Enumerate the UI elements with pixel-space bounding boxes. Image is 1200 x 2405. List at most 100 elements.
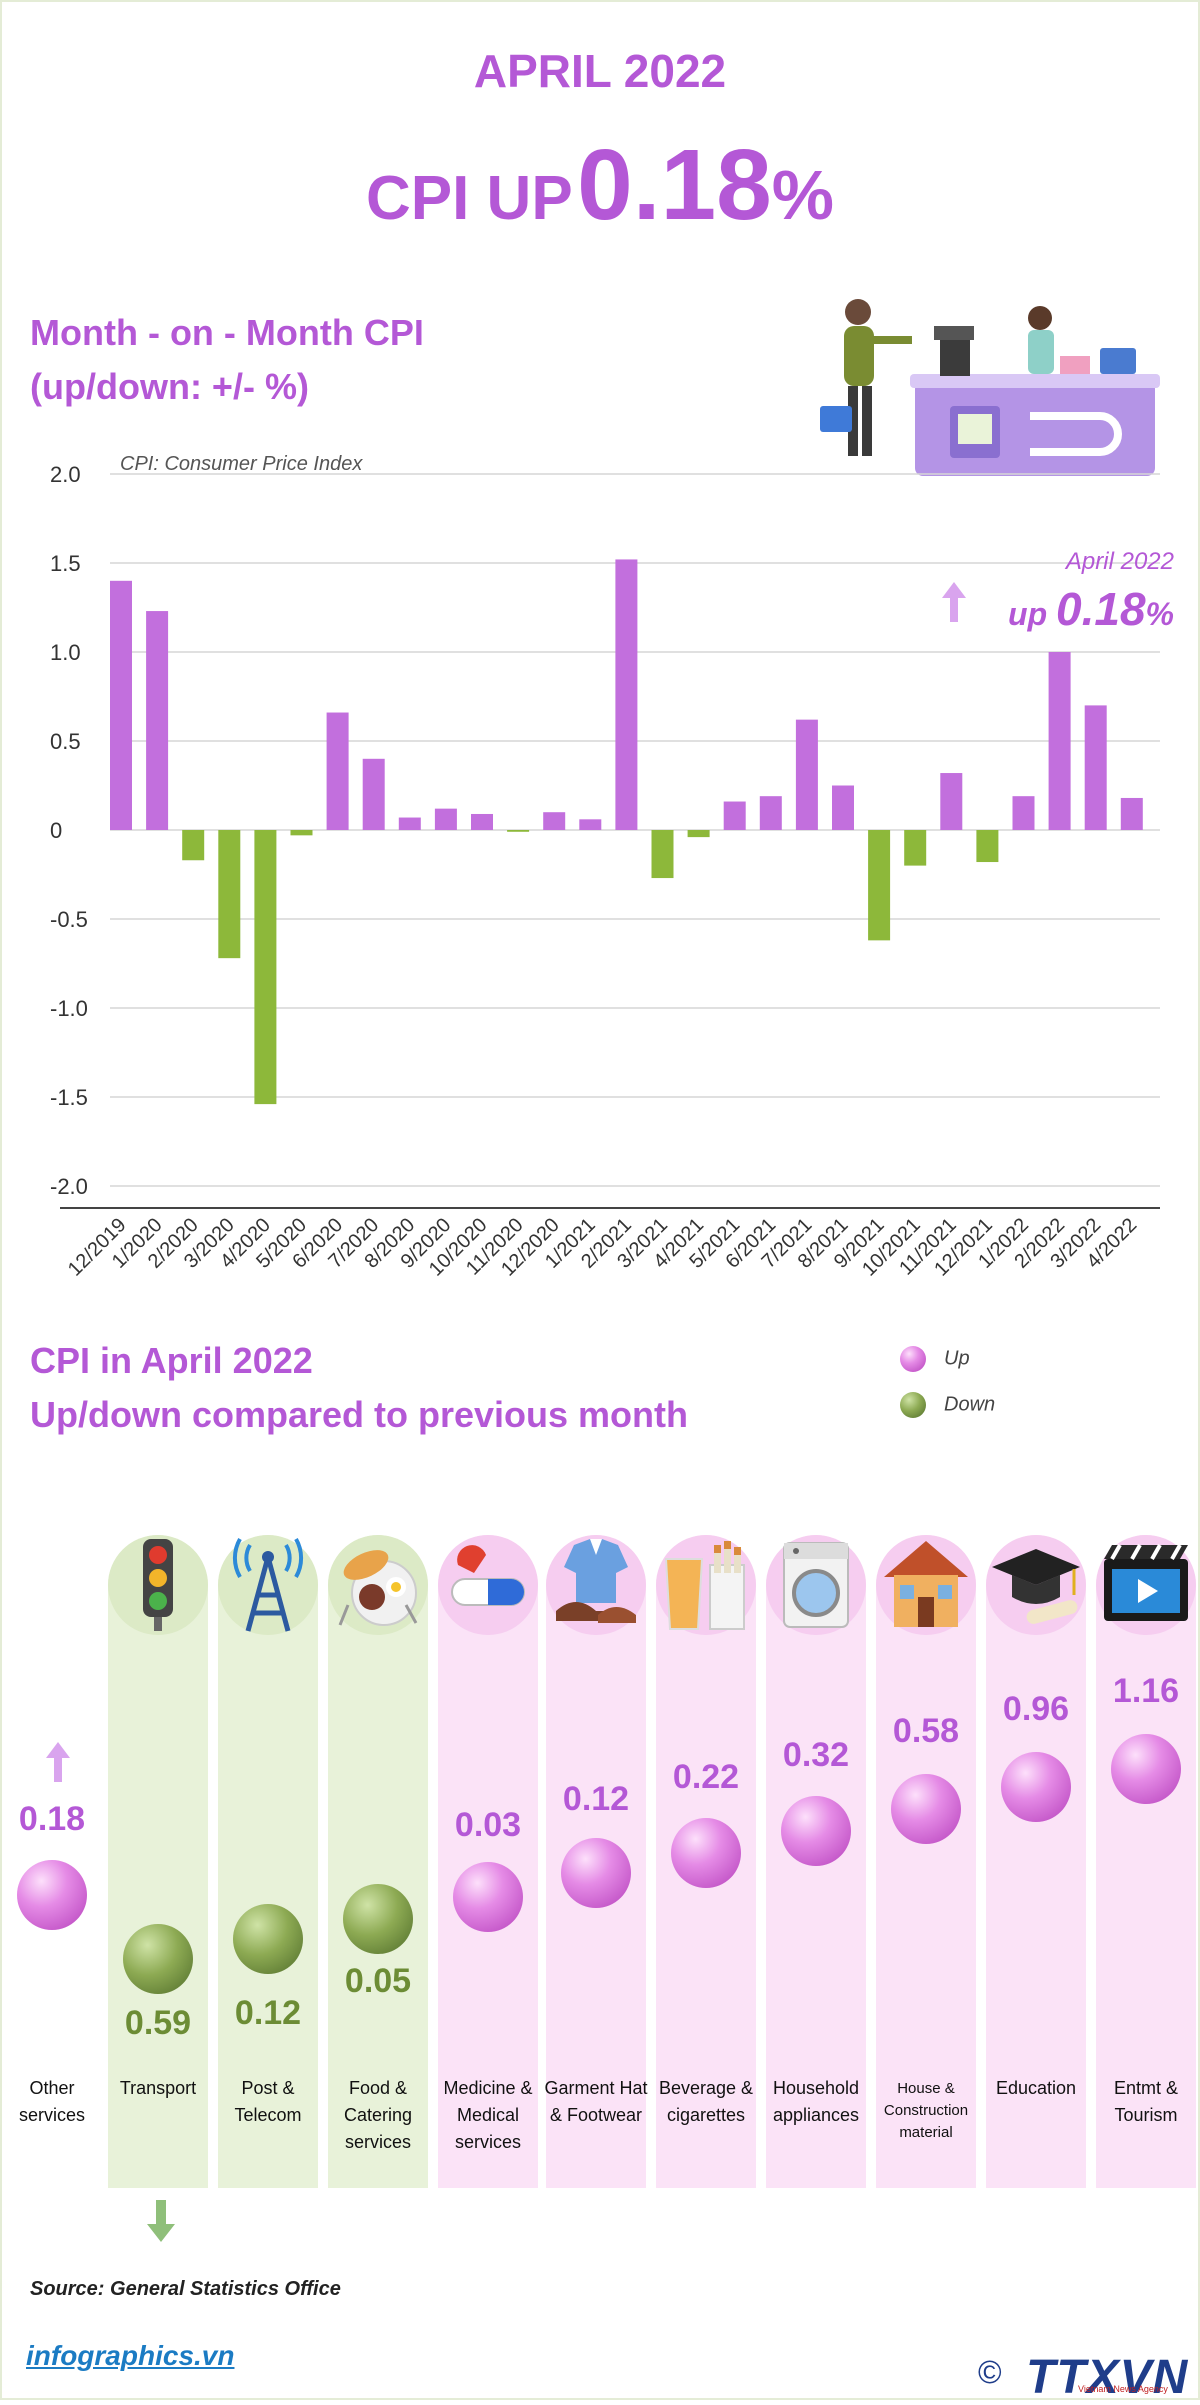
- site-link[interactable]: infographics.vn: [26, 2340, 235, 2371]
- bar-3-2020: [218, 830, 241, 959]
- bar-5-2021: [723, 801, 746, 830]
- bar-8-2021: [832, 785, 854, 830]
- category-label: Household appliances: [772, 2078, 860, 2125]
- category-value: 0.12: [234, 1994, 302, 2032]
- cpi-bar-chart: 2.01.51.00.50-0.5-1.0-1.5-2.0 12/20191/2…: [50, 462, 1160, 1281]
- bar-9-2020: [434, 808, 457, 830]
- shirt-shoes-icon: [546, 1535, 646, 1635]
- category-column: [438, 1535, 538, 2188]
- value-ball: [1001, 1752, 1071, 1822]
- highlight-prefix: up: [1008, 596, 1048, 632]
- bar-11-2021: [940, 773, 963, 830]
- logo-subtitle: Vietnam News Agency: [1078, 2384, 1168, 2394]
- bar-12-2021: [976, 830, 999, 863]
- value-ball: [561, 1838, 631, 1908]
- category-value: 0.59: [124, 2004, 192, 2042]
- highlight-label: April 2022 up 0.18%: [1008, 548, 1174, 636]
- shopping-illustration: [820, 299, 1160, 476]
- group-title-line1: CPI in April 2022: [30, 1340, 313, 1381]
- bar-10-2021: [904, 830, 927, 866]
- y-tick-label: -2.0: [50, 1174, 88, 1199]
- bar-1-2022: [1012, 796, 1035, 830]
- category-label: Beverage & cigarettes: [658, 2078, 754, 2125]
- bar-2-2022: [1048, 652, 1071, 830]
- value-ball: [453, 1862, 523, 1932]
- header-cpi-unit: %: [771, 156, 835, 234]
- category-label: Other services: [18, 2078, 85, 2125]
- y-tick-label: 0: [50, 818, 62, 843]
- drink-cigarettes-icon: [656, 1535, 756, 1635]
- category-value: 0.18: [18, 1800, 86, 1838]
- category-column: [108, 1535, 208, 2188]
- bar-6-2021: [759, 796, 782, 830]
- y-tick-label: 0.5: [50, 729, 81, 754]
- bar-4-2020: [254, 830, 277, 1105]
- value-ball: [233, 1904, 303, 1974]
- bar-4-2021: [687, 830, 710, 838]
- bar-4-2022: [1120, 797, 1143, 830]
- value-ball: [17, 1860, 87, 1930]
- category-label: Education: [995, 2078, 1077, 2098]
- chart-title: Month - on - Month CPI (up/down: +/- %): [30, 306, 424, 414]
- category-label: Post & Telecom: [234, 2078, 302, 2125]
- bar-12-2019: [110, 580, 132, 830]
- bar-3-2022: [1084, 705, 1107, 830]
- category-label: Transport: [119, 2078, 197, 2098]
- highlight-value: 0.18: [1056, 583, 1146, 635]
- chart-note: CPI: Consumer Price Index: [120, 453, 363, 475]
- down-arrow-icon: [145, 2198, 177, 2249]
- bar-2-2020: [182, 830, 205, 861]
- washing-machine-icon: [766, 1535, 866, 1635]
- bar-6-2020: [326, 712, 349, 830]
- header-month: APRIL 2022: [473, 45, 727, 97]
- legend-down-label: Down: [944, 1393, 996, 1416]
- y-tick-label: 1.5: [50, 551, 81, 576]
- category-label: Garment Hat & Footwear: [544, 2078, 648, 2125]
- category-value: 0.03: [454, 1806, 522, 1844]
- category-value: 0.12: [562, 1780, 630, 1818]
- legend-down-dot: [900, 1392, 926, 1418]
- house-icon: [876, 1535, 976, 1635]
- logo-copyright: ©: [978, 2354, 1002, 2390]
- header-cpi-prefix: CPI UP: [365, 164, 573, 233]
- bar-10-2020: [471, 813, 493, 830]
- category-value: 0.22: [672, 1758, 740, 1796]
- highlight-unit: %: [1145, 596, 1174, 632]
- video-player-icon: [1096, 1535, 1196, 1635]
- bar-2-2021: [615, 559, 638, 830]
- graduation-cap-icon: [986, 1535, 1086, 1635]
- group-title: CPI in April 2022 Up/down compared to pr…: [30, 1334, 688, 1442]
- pill-capsule-icon: [438, 1535, 538, 1635]
- bar-7-2021: [795, 719, 818, 830]
- bar-7-2020: [362, 758, 385, 830]
- y-tick-label: 2.0: [50, 462, 81, 487]
- highlight-month: April 2022: [1065, 548, 1174, 575]
- bar-9-2021: [868, 830, 891, 941]
- value-ball: [1111, 1734, 1181, 1804]
- value-ball: [781, 1796, 851, 1866]
- y-tick-label: -1.5: [50, 1085, 88, 1110]
- category-value: 0.05: [344, 1962, 412, 2000]
- category-value: 0.58: [892, 1712, 960, 1750]
- y-tick-label: -1.0: [50, 996, 88, 1021]
- category-label: Food & Catering services: [343, 2078, 413, 2152]
- bar-11-2020: [507, 830, 530, 832]
- value-ball: [671, 1818, 741, 1888]
- bar-3-2021: [651, 830, 674, 879]
- legend-down: Down: [900, 1392, 995, 1418]
- category-column: [876, 1535, 976, 2188]
- chart-title-line2: (up/down: +/- %): [30, 366, 309, 407]
- bar-5-2020: [290, 830, 313, 836]
- up-arrow-icon: [44, 1740, 72, 1789]
- source-text: Source: General Statistics Office: [30, 2278, 341, 2300]
- category-column: [986, 1535, 1086, 2188]
- value-ball: [891, 1774, 961, 1844]
- highlight-value-line: up 0.18%: [1008, 582, 1174, 636]
- y-tick-label: -0.5: [50, 907, 88, 932]
- bar-8-2020: [398, 817, 421, 830]
- bar-1-2020: [146, 611, 169, 830]
- bar-12-2020: [543, 812, 566, 830]
- bar-1-2021: [579, 819, 602, 830]
- legend-up-dot: [900, 1346, 926, 1372]
